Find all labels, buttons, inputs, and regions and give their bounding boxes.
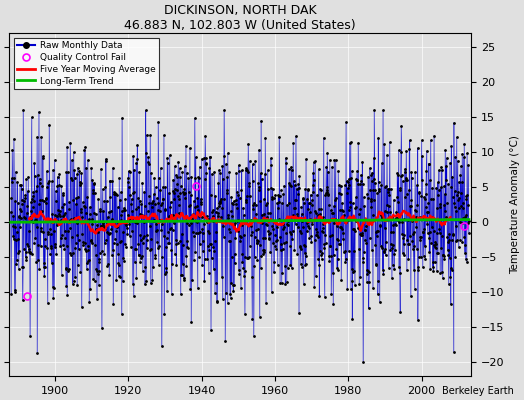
Text: Berkeley Earth: Berkeley Earth bbox=[442, 386, 514, 396]
Title: DICKINSON, NORTH DAK
46.883 N, 102.803 W (United States): DICKINSON, NORTH DAK 46.883 N, 102.803 W… bbox=[124, 4, 356, 32]
Legend: Raw Monthly Data, Quality Control Fail, Five Year Moving Average, Long-Term Tren: Raw Monthly Data, Quality Control Fail, … bbox=[14, 38, 159, 89]
Y-axis label: Temperature Anomaly (°C): Temperature Anomaly (°C) bbox=[510, 135, 520, 274]
